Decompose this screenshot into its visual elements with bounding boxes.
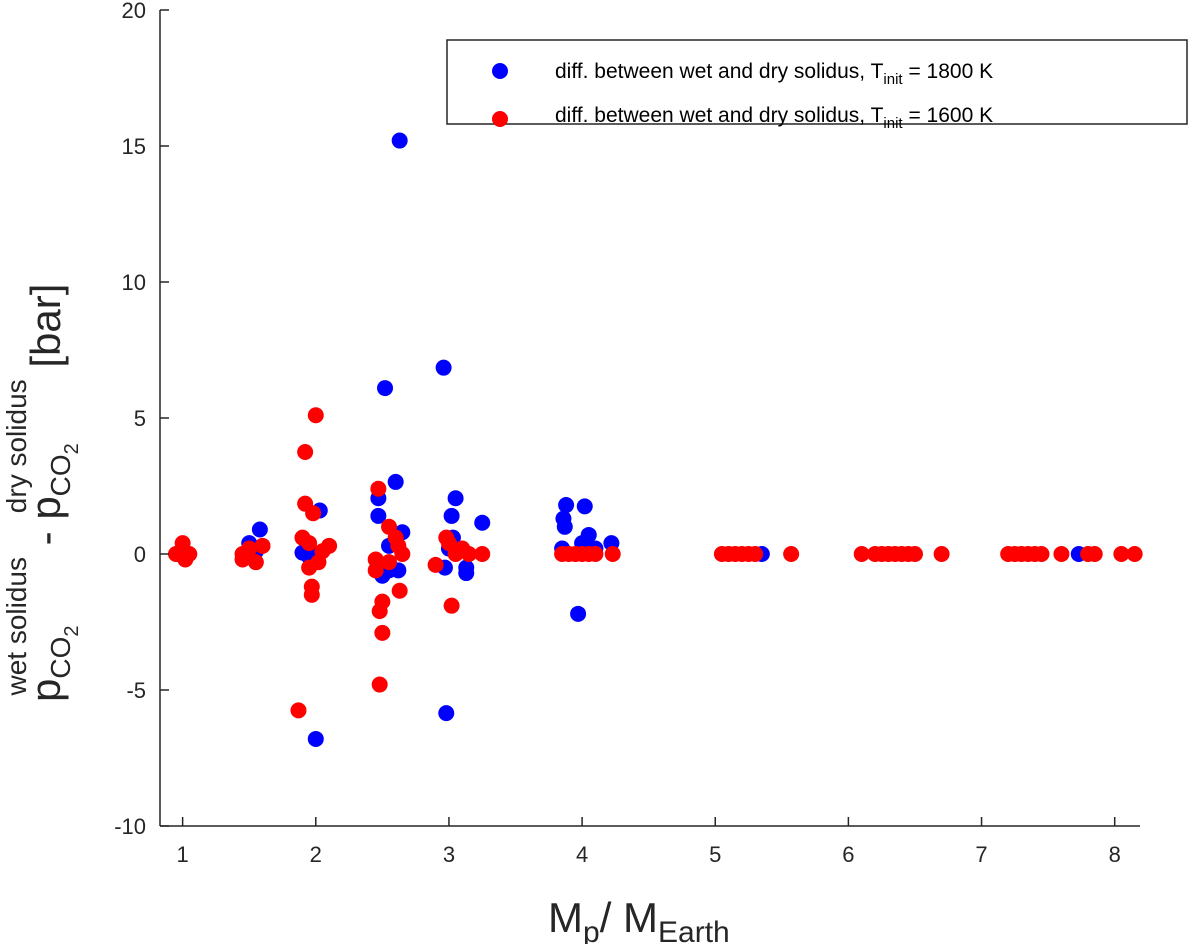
y-axis-label: pCO2wet solidus - pCO2dry solidus [bar] <box>1 284 83 702</box>
point-1800k <box>438 705 455 722</box>
point-1800k <box>251 521 268 538</box>
x-tick-label: 1 <box>177 842 189 867</box>
legend-label-1800: diff. between wet and dry solidus, Tinit… <box>555 60 993 88</box>
axes <box>159 10 1140 827</box>
x-tick-label: 4 <box>576 842 588 867</box>
point-1600k <box>391 582 408 599</box>
x-axis-label: Mp/ MEarth <box>548 894 730 944</box>
point-1600k <box>604 546 621 562</box>
point-1800k <box>556 518 573 535</box>
point-1800k <box>443 507 460 524</box>
point-1600k <box>460 546 477 562</box>
point-1600k <box>443 597 460 614</box>
x-tick-label: 5 <box>709 842 721 867</box>
legend-marker-1800 <box>492 63 508 79</box>
point-1800k <box>387 473 404 490</box>
point-1600k <box>310 554 327 571</box>
point-1600k <box>371 676 388 693</box>
x-tick-label: 2 <box>310 842 322 867</box>
point-1800k <box>307 730 324 747</box>
data-points <box>167 132 1143 747</box>
point-1600k <box>1086 546 1103 562</box>
point-1600k <box>297 444 314 460</box>
legend-marker-1600 <box>492 111 508 127</box>
point-1800k <box>377 380 394 397</box>
point-1600k <box>783 546 800 562</box>
ticks: 1 2 3 4 5 6 7 8 -10 -5 0 5 10 15 20 <box>114 0 1121 867</box>
point-1800k <box>435 359 452 376</box>
point-1600k <box>587 546 604 562</box>
point-1600k <box>234 551 251 568</box>
point-1800k <box>474 514 491 531</box>
y-tick-label: 15 <box>122 134 146 159</box>
point-1600k <box>381 554 398 571</box>
point-1600k <box>853 546 870 562</box>
x-tick-label: 3 <box>443 842 455 867</box>
x-tick-label: 6 <box>842 842 854 867</box>
point-1600k <box>1033 546 1050 562</box>
point-1600k <box>321 537 338 554</box>
point-1600k <box>247 554 264 571</box>
point-1800k <box>458 559 475 576</box>
x-tick-label: 7 <box>975 842 987 867</box>
point-1600k <box>374 624 391 641</box>
y-tick-label: 10 <box>122 270 146 295</box>
point-1600k <box>474 546 491 562</box>
y-tick-label: 20 <box>122 0 146 23</box>
point-1600k <box>181 546 198 562</box>
point-1800k <box>447 490 464 507</box>
point-1600k <box>1113 546 1130 562</box>
point-1800k <box>391 132 408 149</box>
point-1600k <box>370 480 387 497</box>
y-tick-label: 5 <box>134 406 146 431</box>
legend: diff. between wet and dry solidus, Tinit… <box>446 39 1188 132</box>
point-1600k <box>371 603 388 620</box>
point-1800k <box>370 507 387 524</box>
point-1800k <box>570 605 587 622</box>
point-1600k <box>906 546 923 562</box>
point-1600k <box>394 546 411 562</box>
point-1600k <box>367 562 384 579</box>
legend-box <box>446 39 1188 125</box>
point-1600k <box>305 505 322 522</box>
y-tick-label: -10 <box>114 814 146 839</box>
point-1600k <box>301 535 318 552</box>
point-1600k <box>1053 546 1070 562</box>
point-1600k <box>303 586 320 603</box>
y-tick-label: 0 <box>134 542 146 567</box>
point-1800k <box>576 498 593 515</box>
legend-label-1600: diff. between wet and dry solidus, Tinit… <box>555 104 993 132</box>
point-1600k <box>747 546 764 562</box>
point-1600k <box>427 556 444 573</box>
x-tick-label: 8 <box>1109 842 1121 867</box>
point-1600k <box>1126 546 1143 562</box>
point-1600k <box>254 537 271 554</box>
point-1800k <box>558 497 575 514</box>
point-1600k <box>290 702 307 719</box>
point-1600k <box>933 546 950 562</box>
y-tick-label: -5 <box>126 678 146 703</box>
point-1600k <box>307 407 324 424</box>
